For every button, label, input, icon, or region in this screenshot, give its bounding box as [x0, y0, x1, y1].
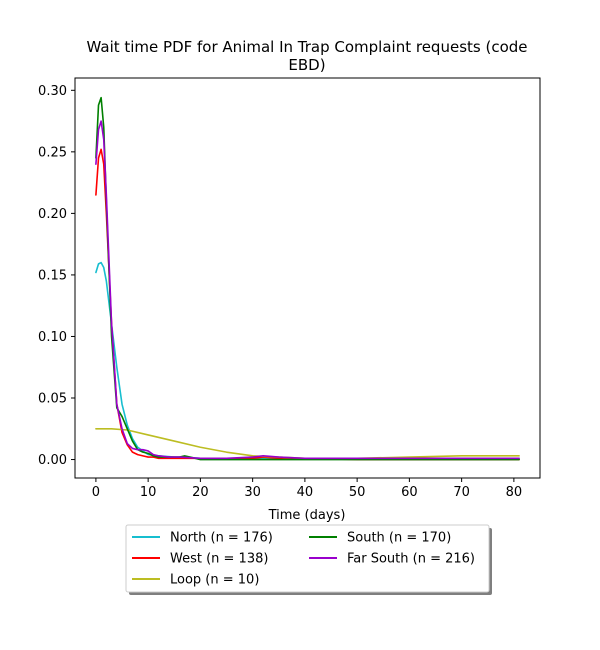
x-tick-label: 50: [349, 485, 366, 500]
legend-box: [125, 524, 490, 593]
x-tick-label: 10: [140, 485, 157, 500]
x-tick-label: 30: [244, 485, 261, 500]
legend: North (n = 176) South (n = 170) West (n = …: [125, 524, 492, 595]
legend-label: North (n = 176): [170, 531, 273, 546]
chart-title-line1: Wait time PDF for Animal In Trap Complai…: [87, 38, 528, 56]
y-tick-label: 0.25: [38, 145, 67, 160]
legend-label: West (n = 138): [170, 552, 268, 567]
y-tick-label: 0.30: [38, 84, 67, 99]
series-line-3: [95, 96, 520, 461]
x-tick-label: 60: [401, 485, 418, 500]
x-tick-label: 70: [453, 485, 470, 500]
y-tick-label: 0.00: [38, 453, 67, 468]
y-tick-label: 0.15: [38, 268, 67, 283]
y-tick-label: 0.10: [38, 330, 67, 345]
y-tick-label: 0.05: [38, 392, 67, 407]
plot-frame: [74, 77, 541, 479]
legend-label: Loop (n = 10): [170, 573, 259, 588]
series-line-4: [95, 120, 520, 460]
y-axis: 0.00 0.05 0.10 0.15 0.20 0.25 0.30: [38, 84, 75, 468]
x-tick-label: 80: [506, 485, 523, 500]
x-tick-label: 40: [297, 485, 314, 500]
series-line-1: [95, 148, 520, 461]
x-tick-label: 20: [192, 485, 209, 500]
series-line-0: [95, 261, 520, 460]
y-tick-label: 0.20: [38, 207, 67, 222]
x-axis-label: Time (days): [268, 508, 346, 523]
legend-label: South (n = 170): [347, 531, 451, 546]
legend-label: Far South (n = 216): [347, 552, 475, 567]
series-line-2: [95, 427, 520, 460]
x-axis: 0 10 20 30 40 50 60 70 80: [92, 478, 522, 500]
x-tick-label: 0: [92, 485, 100, 500]
chart-title-line2: EBD): [288, 56, 325, 74]
series-layer: [95, 96, 520, 461]
